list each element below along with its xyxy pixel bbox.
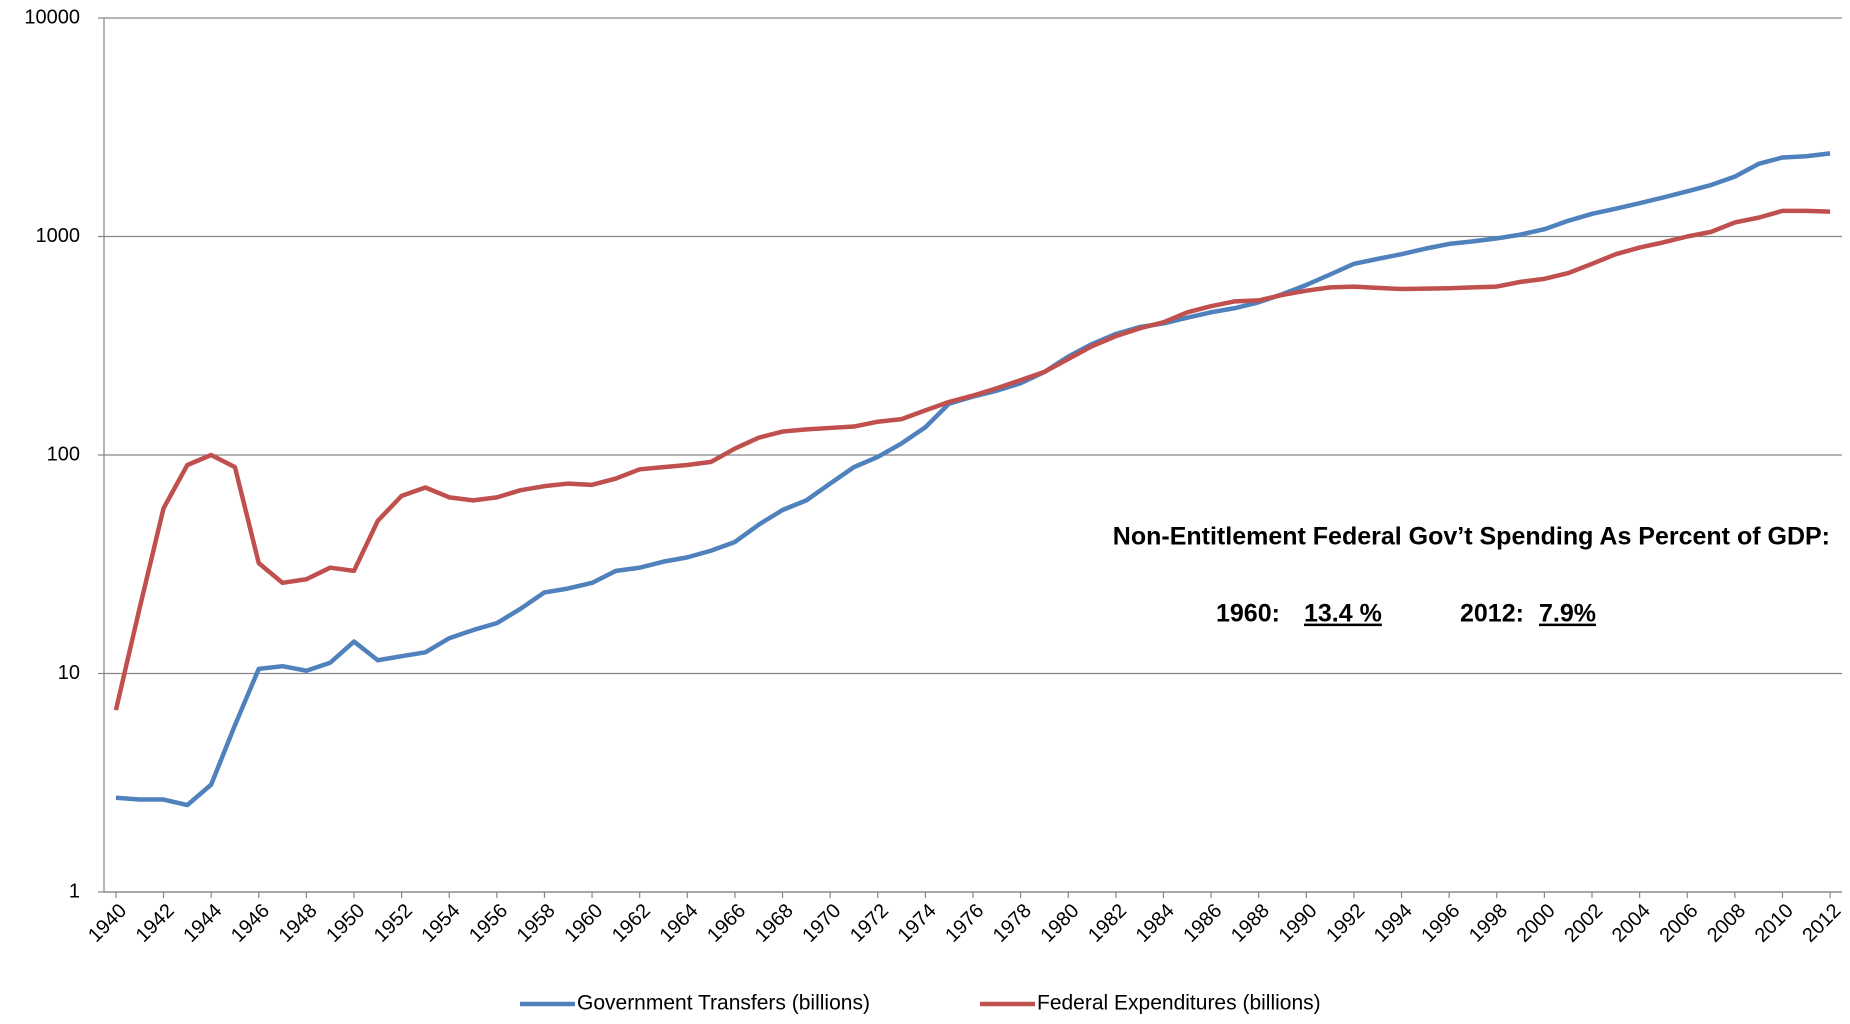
x-tick-label: 1946 bbox=[227, 900, 274, 947]
x-tick-label: 1998 bbox=[1465, 900, 1512, 947]
annotation-label: 1960: bbox=[1216, 600, 1280, 628]
annotation-title: Non-Entitlement Federal Gov’t Spending A… bbox=[1113, 523, 1830, 551]
x-tick-label: 1990 bbox=[1275, 900, 1322, 947]
x-tick-label: 1964 bbox=[656, 900, 703, 947]
x-tick-label: 2006 bbox=[1655, 900, 1702, 947]
y-tick-label: 100 bbox=[47, 443, 80, 465]
y-tick-label: 1000 bbox=[36, 225, 81, 247]
x-tick-label: 1968 bbox=[751, 900, 798, 947]
y-tick-label: 10 bbox=[58, 662, 80, 684]
x-tick-label: 2008 bbox=[1703, 900, 1750, 947]
x-tick-label: 2012 bbox=[1798, 900, 1845, 947]
x-tick-label: 2004 bbox=[1608, 900, 1655, 947]
x-tick-label: 1942 bbox=[132, 900, 179, 947]
x-tick-label: 2010 bbox=[1751, 900, 1798, 947]
x-tick-label: 1954 bbox=[417, 900, 464, 947]
x-tick-label: 1994 bbox=[1370, 900, 1417, 947]
y-tick-label: 1 bbox=[69, 880, 80, 902]
x-tick-label: 1948 bbox=[275, 900, 322, 947]
x-tick-label: 1958 bbox=[513, 900, 560, 947]
x-tick-label: 1952 bbox=[370, 900, 417, 947]
x-tick-label: 1986 bbox=[1179, 900, 1226, 947]
x-tick-label: 1992 bbox=[1322, 900, 1369, 947]
annotation-value: 13.4 % bbox=[1304, 600, 1382, 628]
y-tick-label: 10000 bbox=[24, 6, 80, 28]
x-tick-label: 1950 bbox=[322, 900, 369, 947]
x-tick-label: 2002 bbox=[1560, 900, 1607, 947]
x-tick-label: 1988 bbox=[1227, 900, 1274, 947]
x-tick-label: 1960 bbox=[560, 900, 607, 947]
legend-label: Federal Expenditures (billions) bbox=[1037, 992, 1321, 1015]
annotation-value: 7.9% bbox=[1539, 600, 1596, 628]
x-tick-label: 1976 bbox=[941, 900, 988, 947]
data-line bbox=[115, 151, 1831, 808]
annotation-label: 2012: bbox=[1460, 600, 1524, 628]
x-tick-label: 1940 bbox=[84, 900, 131, 947]
x-tick-label: 1972 bbox=[846, 900, 893, 947]
x-tick-label: 1974 bbox=[894, 900, 941, 947]
x-tick-label: 1966 bbox=[703, 900, 750, 947]
x-tick-label: 1962 bbox=[608, 900, 655, 947]
x-tick-label: 1996 bbox=[1417, 900, 1464, 947]
x-tick-label: 1984 bbox=[1132, 900, 1179, 947]
x-tick-label: 1970 bbox=[798, 900, 845, 947]
x-tick-label: 1978 bbox=[989, 900, 1036, 947]
x-tick-label: 2000 bbox=[1513, 900, 1560, 947]
data-line bbox=[113, 208, 1831, 711]
x-tick-label: 1944 bbox=[179, 900, 226, 947]
x-tick-label: 1956 bbox=[465, 900, 512, 947]
x-tick-label: 1980 bbox=[1036, 900, 1083, 947]
x-tick-label: 1982 bbox=[1084, 900, 1131, 947]
legend-label: Government Transfers (billions) bbox=[577, 992, 870, 1015]
